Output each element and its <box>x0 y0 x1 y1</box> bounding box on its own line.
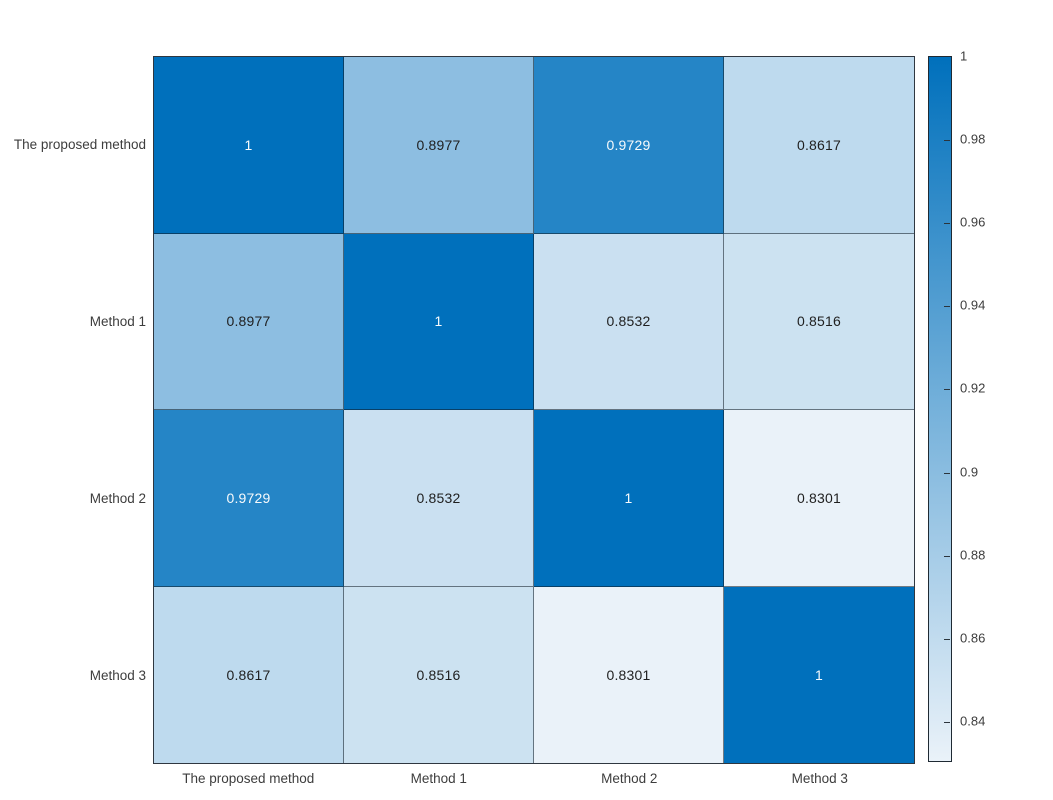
heatmap-cell-value: 0.8301 <box>606 666 651 683</box>
heatmap-cell-value: 1 <box>434 313 443 330</box>
heatmap-cell-value: 0.8532 <box>416 489 461 506</box>
heatmap-cell: 0.8617 <box>724 57 914 234</box>
colorbar-tick-label: 0.86 <box>960 630 986 646</box>
colorbar-tick <box>944 389 950 391</box>
colorbar-tick-label: 0.84 <box>960 713 986 729</box>
heatmap-cell-value: 0.8617 <box>796 136 842 153</box>
colorbar-tick <box>944 721 950 723</box>
heatmap-cell-value: 0.8516 <box>416 666 461 683</box>
colorbar-tick <box>944 140 950 142</box>
heatmap-cell: 1 <box>154 57 344 234</box>
heatmap-cell: 0.8617 <box>154 586 344 763</box>
colorbar-tick <box>944 555 950 557</box>
colorbar-tick <box>944 638 950 640</box>
heatmap-cell: 1 <box>344 233 534 410</box>
colorbar-tick-label: 1 <box>960 48 968 64</box>
colorbar-tick <box>944 223 950 225</box>
heatmap-grid: 1 0.8977 0.9729 0.8617 0.8977 1 0.8532 0.8516 0.… <box>153 56 915 764</box>
heatmap-cell: 1 <box>724 586 914 763</box>
heatmap-cell: 0.8977 <box>344 57 534 234</box>
heatmap-cell: 1 <box>534 410 724 587</box>
colorbar-tick-label: 0.9 <box>960 464 979 480</box>
heatmap-cell-value: 1 <box>815 666 823 683</box>
colorbar-tick-label: 0.94 <box>960 297 986 313</box>
y-axis-label: Method 1 <box>89 314 146 329</box>
heatmap-cell: 0.9729 <box>154 410 344 587</box>
colorbar-tick <box>944 306 950 308</box>
colorbar-tick-label: 0.88 <box>960 547 986 563</box>
heatmap-cell-value: 0.8301 <box>796 489 842 506</box>
heatmap-cell-value: 1 <box>244 136 253 153</box>
heatmap-cell-value: 0.8977 <box>226 313 271 330</box>
x-axis-label: The proposed method <box>182 771 315 786</box>
x-axis-label: Method 1 <box>410 771 467 786</box>
heatmap-cell: 0.9729 <box>534 57 724 234</box>
heatmap-cell: 0.8977 <box>154 233 344 410</box>
heatmap-cell-value: 0.8532 <box>606 313 651 330</box>
heatmap-cell-value: 0.8617 <box>226 666 271 683</box>
heatmap-cell: 0.8532 <box>344 410 534 587</box>
heatmap-cell: 0.8301 <box>724 410 914 587</box>
x-axis-label: Method 2 <box>601 771 658 786</box>
y-axis-label: Method 3 <box>89 668 146 683</box>
colorbar-tick <box>944 472 950 474</box>
heatmap-cell-value: 0.9729 <box>606 136 651 153</box>
y-axis-label: Method 2 <box>89 491 146 506</box>
heatmap-cell: 0.8516 <box>724 233 914 410</box>
y-axis-label: The proposed method <box>13 137 146 152</box>
heatmap-cell: 0.8532 <box>534 233 724 410</box>
heatmap-cell: 0.8301 <box>534 586 724 763</box>
x-axis-label: Method 3 <box>791 771 848 786</box>
colorbar-tick-label: 0.98 <box>960 131 986 147</box>
heatmap-cell-value: 0.9729 <box>226 489 271 506</box>
heatmap-cell-value: 0.8516 <box>796 313 842 330</box>
colorbar <box>928 56 952 762</box>
heatmap-cell: 0.8516 <box>344 586 534 763</box>
heatmap-cell-value: 0.8977 <box>416 136 461 153</box>
colorbar-tick-label: 0.96 <box>960 214 986 230</box>
colorbar-tick-label: 0.92 <box>960 380 986 396</box>
heatmap-cell-value: 1 <box>624 489 633 506</box>
